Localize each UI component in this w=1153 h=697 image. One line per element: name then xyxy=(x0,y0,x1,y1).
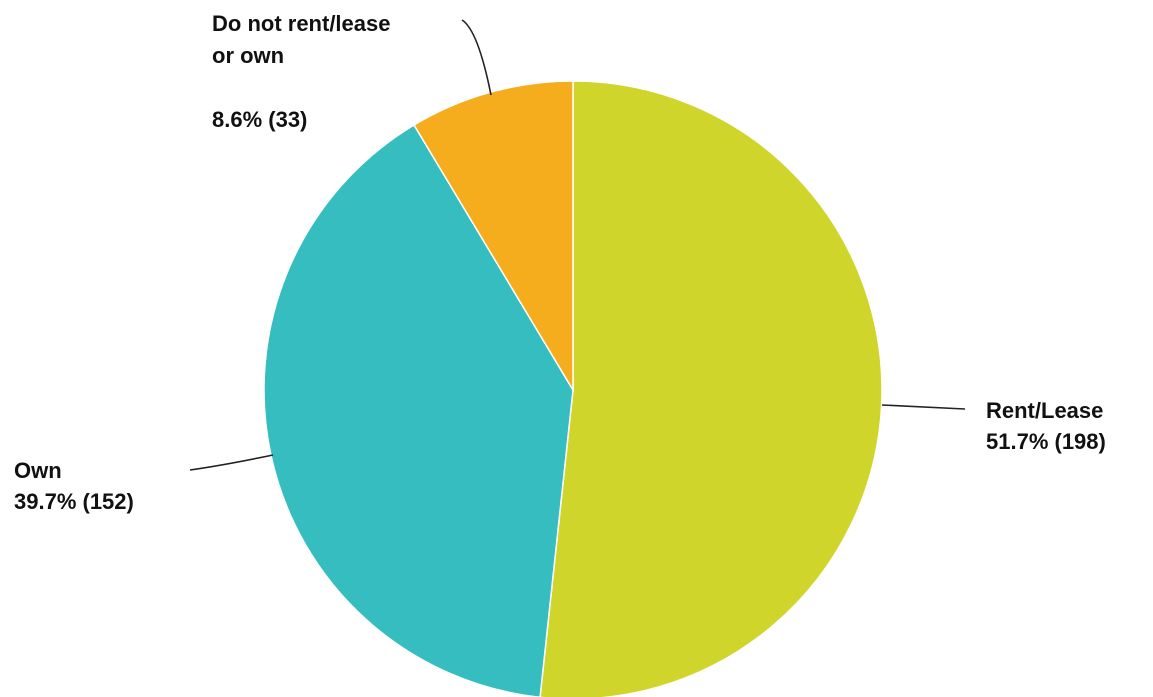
slice-label-line: 51.7% (198) xyxy=(986,429,1106,454)
slice-label-own: Own 39.7% (152) xyxy=(14,458,134,514)
slice-label-line: Rent/Lease xyxy=(986,398,1103,423)
slice-label-line: 39.7% (152) xyxy=(14,489,134,514)
pie-slices xyxy=(263,80,883,697)
pie-slice-rent-lease xyxy=(539,80,883,697)
slice-label-line: Do not rent/lease xyxy=(212,11,390,36)
slice-label-rent-lease: Rent/Lease 51.7% (198) xyxy=(986,398,1106,454)
leader-lines xyxy=(189,19,966,471)
slice-label-line: Own xyxy=(14,458,62,483)
leader-line-rent-lease xyxy=(881,404,966,410)
slice-label-line: 8.6% (33) xyxy=(212,107,307,132)
slice-labels: Rent/Lease 51.7% (198) Own 39.7% (152) Do no… xyxy=(14,11,1106,514)
pie-slice-own xyxy=(263,123,574,697)
slice-label-line: or own xyxy=(212,43,284,68)
leader-line-own xyxy=(189,454,274,471)
leader-line-do-not-rent-lease-or-own xyxy=(461,19,492,96)
slice-label-do-not-rent-lease-or-own: Do not rent/lease or own 8.6% (33) xyxy=(212,11,390,132)
